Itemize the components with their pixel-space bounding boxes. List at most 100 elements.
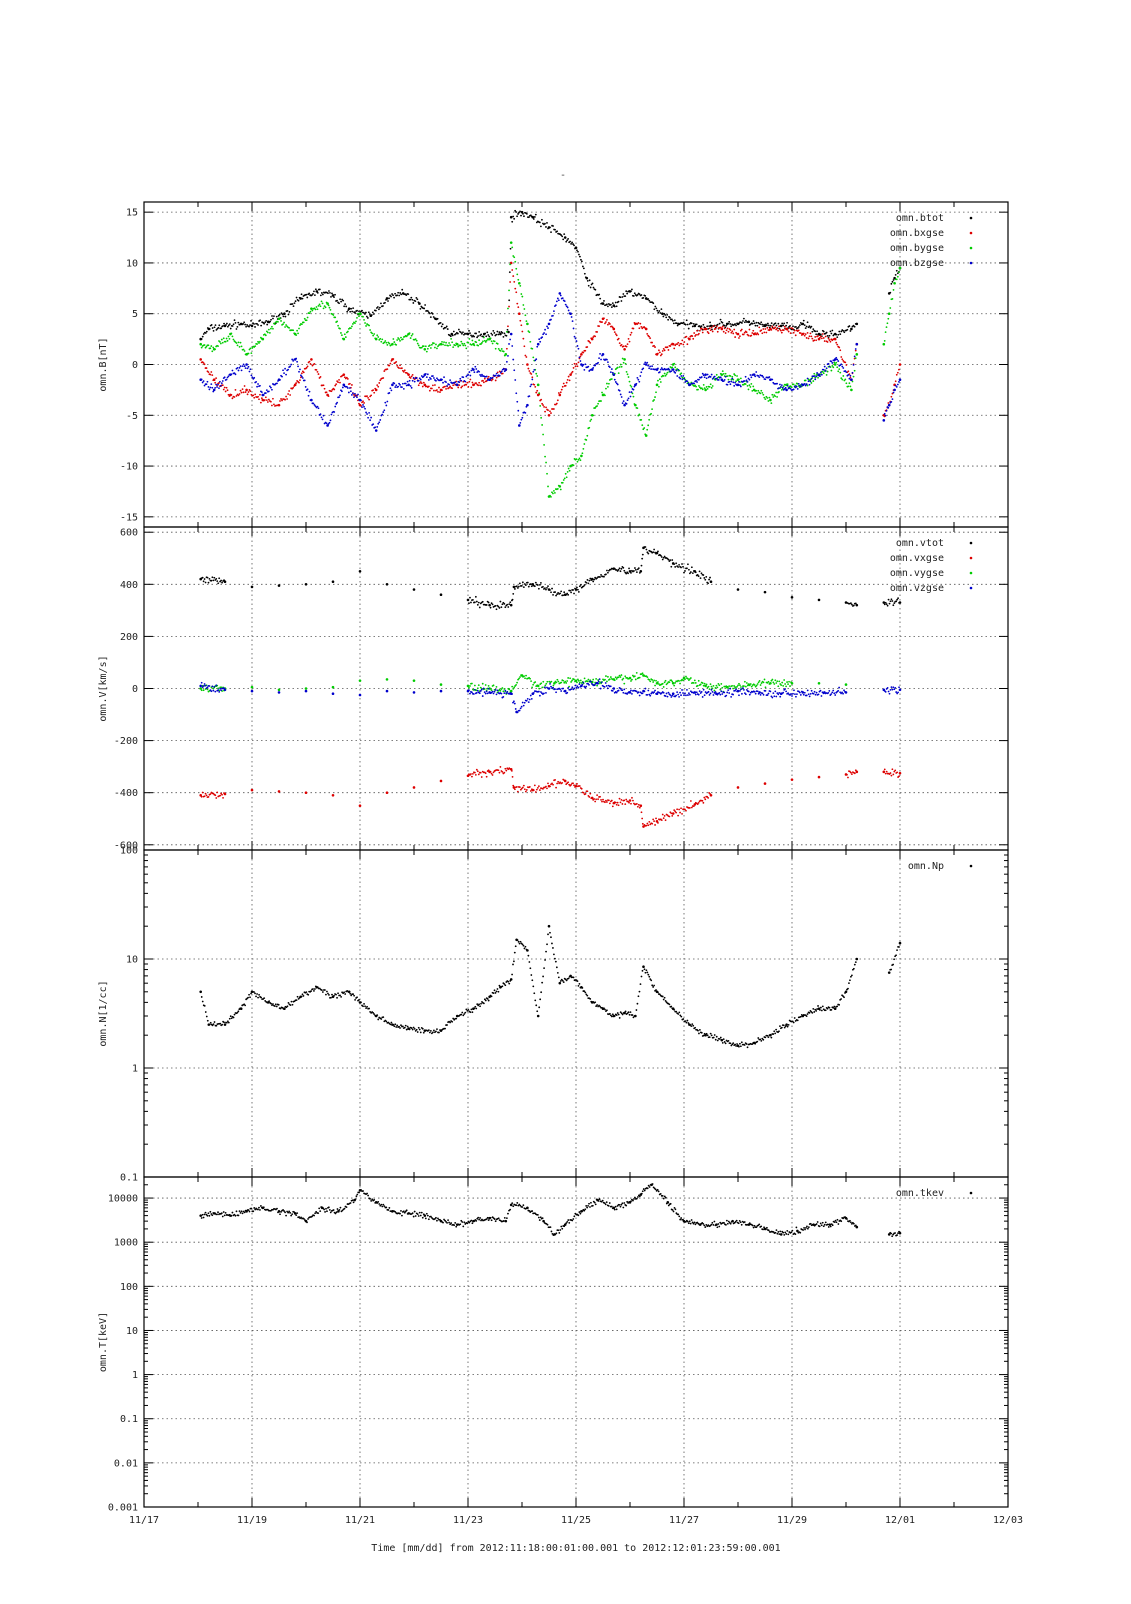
data-point: [413, 679, 416, 682]
data-point: [517, 711, 519, 713]
legend-label: omn.bygse: [890, 243, 944, 254]
data-point: [476, 769, 478, 771]
data-point: [631, 391, 633, 393]
data-point: [811, 338, 813, 340]
data-point: [641, 818, 643, 820]
data-point: [571, 686, 573, 688]
data-point: [703, 577, 705, 579]
data-point: [574, 336, 576, 338]
data-point: [673, 322, 675, 324]
data-point: [886, 410, 888, 412]
data-point: [657, 312, 659, 314]
data-point: [475, 368, 477, 370]
data-point: [737, 384, 740, 387]
data-point: [572, 320, 574, 322]
data-point: [812, 380, 814, 382]
data-point: [429, 1032, 431, 1034]
data-point: [226, 1022, 228, 1024]
data-point: [240, 390, 242, 392]
data-point: [258, 994, 260, 996]
data-point: [890, 396, 892, 398]
data-point: [265, 320, 267, 322]
data-point: [502, 690, 504, 692]
data-point: [475, 341, 477, 343]
data-point: [609, 678, 611, 680]
data-point: [218, 324, 220, 326]
data-point: [523, 705, 525, 707]
data-point: [546, 587, 548, 589]
data-point: [727, 384, 729, 386]
data-point: [368, 412, 370, 414]
data-point: [342, 387, 344, 389]
data-point: [283, 372, 285, 374]
data-point: [707, 582, 709, 584]
data-point: [680, 343, 682, 345]
data-point: [417, 343, 419, 345]
data-point: [289, 366, 291, 368]
data-point: [504, 768, 506, 770]
data-point: [576, 340, 578, 342]
data-point: [734, 1044, 736, 1046]
data-point: [848, 382, 850, 384]
data-point: [856, 343, 859, 346]
data-point: [473, 371, 475, 373]
data-point: [310, 990, 312, 992]
data-point: [799, 692, 801, 694]
data-point: [817, 377, 819, 379]
data-point: [625, 290, 627, 292]
data-point: [211, 350, 213, 352]
data-point: [625, 1010, 627, 1012]
y-tick-label: 600: [120, 528, 138, 539]
data-point: [199, 343, 202, 346]
data-point: [411, 375, 413, 377]
data-point: [690, 571, 692, 573]
data-point: [382, 411, 384, 413]
data-point: [619, 798, 621, 800]
data-point: [508, 306, 510, 308]
data-point: [701, 572, 703, 574]
data-point: [723, 373, 725, 375]
data-point: [415, 338, 417, 340]
data-point: [446, 325, 448, 327]
data-point: [698, 385, 700, 387]
data-point: [760, 694, 762, 696]
data-point: [821, 338, 823, 340]
data-point: [647, 553, 649, 555]
data-point: [478, 774, 480, 776]
data-point: [354, 312, 356, 314]
data-point: [552, 947, 554, 949]
data-point: [635, 679, 637, 681]
data-point: [330, 997, 332, 999]
data-point: [830, 361, 832, 363]
data-point: [213, 389, 216, 392]
data-point: [462, 331, 464, 333]
data-point: [482, 695, 484, 697]
data-point: [224, 1023, 227, 1026]
data-point: [641, 294, 643, 296]
data-point: [750, 335, 752, 337]
data-point: [645, 546, 647, 548]
data-point: [222, 342, 224, 344]
data-point: [667, 319, 669, 321]
data-point: [629, 391, 631, 393]
data-point: [550, 681, 552, 683]
data-point: [519, 320, 521, 322]
data-point: [725, 695, 727, 697]
data-point: [379, 307, 381, 309]
data-point: [640, 570, 643, 573]
data-point: [315, 309, 317, 311]
data-point: [507, 325, 509, 327]
data-point: [837, 690, 839, 692]
data-point: [459, 345, 461, 347]
data-point: [546, 943, 548, 945]
data-point: [886, 326, 888, 328]
data-point: [494, 691, 496, 693]
data-point: [255, 381, 257, 383]
data-point: [544, 587, 546, 589]
data-point: [216, 791, 218, 793]
data-point: [804, 383, 806, 385]
data-point: [559, 592, 561, 594]
data-point: [551, 943, 553, 945]
data-point: [266, 324, 268, 326]
data-point: [244, 1004, 246, 1006]
